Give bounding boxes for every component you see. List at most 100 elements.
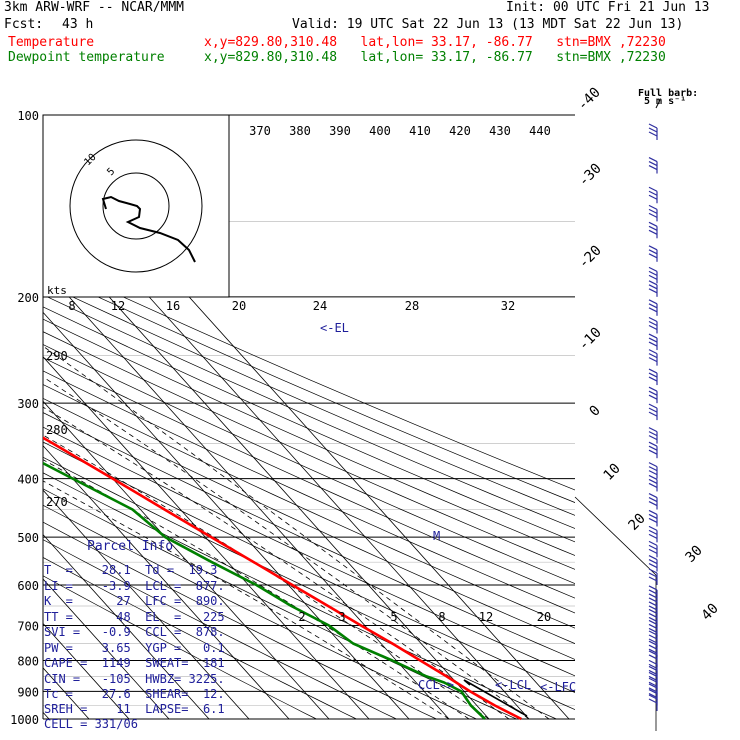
wind-barb-flag xyxy=(648,274,658,280)
temperature-line xyxy=(43,436,522,721)
pressure-tick-label: 200 xyxy=(17,291,39,305)
wind-barb-flag xyxy=(648,445,658,451)
wind-barb-flag xyxy=(648,675,658,681)
wind-barb xyxy=(648,245,658,262)
wind-barb-flag xyxy=(648,190,658,196)
wind-barb-flag xyxy=(648,693,658,699)
wind-barb-flag xyxy=(648,160,658,167)
wind-barb-flag xyxy=(648,337,658,343)
wind-barb-flag xyxy=(648,616,658,622)
wind-barb-flag xyxy=(648,525,658,531)
wind-barb-flag xyxy=(648,585,658,591)
parcel-row: T = 28.1 Td = 19.3 xyxy=(44,563,218,577)
wind-barb-flag xyxy=(648,482,658,488)
isotherm-line xyxy=(43,222,490,720)
wind-barb-flag xyxy=(648,266,658,272)
wind-barb-flag xyxy=(648,478,658,484)
isotherm-line xyxy=(43,356,370,720)
wind-barb-flag xyxy=(648,681,658,687)
wind-barb-flag xyxy=(648,280,658,286)
parcel-row: SVI = -0.9 CCL = 878. xyxy=(44,625,225,639)
wind-barb-flag xyxy=(648,164,658,171)
dry-adiabat xyxy=(43,384,575,629)
wind-barb xyxy=(648,597,658,614)
wind-barb-flag xyxy=(648,372,658,378)
dry-adiabat xyxy=(43,259,575,491)
wind-barb-flag xyxy=(648,593,658,599)
pressure-tick-label: 700 xyxy=(17,619,39,633)
barb-legend-sample xyxy=(655,99,661,109)
wind-barb xyxy=(648,585,658,602)
mixing-ratio-label: 8 xyxy=(68,299,75,313)
wind-barb-flag xyxy=(648,698,658,704)
wind-barb-flag xyxy=(648,601,658,607)
dry-adiabat xyxy=(43,488,517,720)
wind-barb xyxy=(648,299,658,316)
theta-label: 410 xyxy=(409,124,431,138)
wind-barb-flag xyxy=(648,689,658,695)
wind-barb-flag xyxy=(648,324,658,331)
wind-barb-flag xyxy=(648,427,658,433)
dry-adiabat xyxy=(43,521,437,720)
wind-barb xyxy=(648,280,658,297)
freezing-marker: M xyxy=(433,529,440,543)
dry-adiabat xyxy=(43,294,575,529)
dry-adiabat xyxy=(43,472,557,720)
wind-barb-flag xyxy=(648,669,658,676)
wind-barb-flag xyxy=(648,299,658,305)
theta-label: 440 xyxy=(529,124,551,138)
theta-label: 390 xyxy=(329,124,351,138)
moist-adiabat xyxy=(43,434,490,720)
isotherm-line xyxy=(43,400,330,720)
wind-barb-flag xyxy=(648,533,658,539)
wind-barb-flag xyxy=(648,517,658,524)
wind-barb-flag xyxy=(648,186,658,192)
wind-barb-flag xyxy=(648,548,658,554)
dry-adiabat xyxy=(43,412,575,660)
pressure-tick-label: 1000 xyxy=(10,713,39,727)
wind-barb-flag xyxy=(648,663,658,669)
mixing-ratio-label: 28 xyxy=(405,299,419,313)
wind-barb xyxy=(648,427,658,444)
lfc-marker: <-LFC xyxy=(540,680,576,694)
wind-barb xyxy=(648,204,658,222)
mixing-ratio-label: 12 xyxy=(111,299,125,313)
theta-label: 370 xyxy=(249,124,271,138)
wind-barb-flag xyxy=(648,386,658,392)
wind-barb-flag xyxy=(648,544,658,550)
wind-barb xyxy=(648,386,658,404)
parcel-path xyxy=(463,679,528,717)
wind-barb-flag xyxy=(648,284,658,290)
wind-barb-flag xyxy=(648,671,658,677)
wind-barb-flag xyxy=(648,687,658,693)
model-title: 3km ARW-WRF -- NCAR/MMM xyxy=(4,0,185,15)
wind-barb xyxy=(648,123,658,141)
wind-barb-flag xyxy=(648,654,658,660)
dry-adiabat xyxy=(43,539,397,720)
wind-barb-flag xyxy=(648,474,658,480)
wind-barb-flag xyxy=(648,253,658,259)
wind-barb-flag xyxy=(648,638,658,644)
wind-barb-flag xyxy=(648,353,658,359)
temperature-tick-label: 0 xyxy=(587,403,604,420)
wind-barb-flag xyxy=(648,555,658,561)
wind-barb-flag xyxy=(648,394,658,400)
wind-barb-flag xyxy=(648,357,658,363)
pressure-tick-label: 400 xyxy=(17,473,39,487)
parcel-row: Tc = 27.6 SHEAR= 12. xyxy=(44,687,225,701)
parcel-row: PW = 3.65 YGP = 0.1 xyxy=(44,641,225,655)
parcel-row: LI = -3.9 LCL = 877. xyxy=(44,579,225,593)
temperature-tick-label: 10 xyxy=(601,461,624,484)
fcst-label: Fcst: xyxy=(4,17,44,32)
wind-barb-flag xyxy=(648,204,658,210)
wind-barb-flag xyxy=(648,627,658,633)
wind-barb-flag xyxy=(648,509,658,516)
wind-barb-flag xyxy=(648,229,658,235)
wind-barb-flag xyxy=(648,303,658,309)
hodograph-ring xyxy=(69,139,203,273)
pressure-tick-label: 500 xyxy=(17,531,39,545)
wind-barb-flag xyxy=(648,407,658,413)
wind-barb-flag xyxy=(648,435,658,441)
pressure-tick-label: 900 xyxy=(17,685,39,699)
valid-time: Valid: 19 UTC Sat 22 Jun 13 (13 MDT Sat … xyxy=(292,17,684,32)
